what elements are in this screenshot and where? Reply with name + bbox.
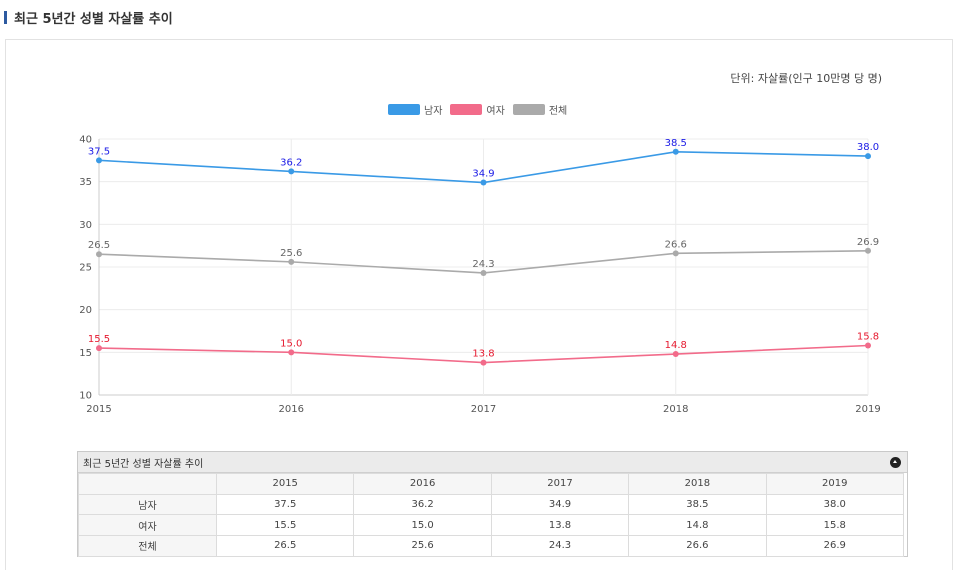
table-row-label: 전체 — [78, 535, 217, 557]
legend-swatch-male — [388, 104, 420, 115]
x-tick-label: 2016 — [279, 404, 304, 415]
table-cell: 26.9 — [765, 535, 905, 557]
y-tick-label: 30 — [79, 220, 92, 231]
y-tick-label: 35 — [79, 177, 92, 188]
data-point — [96, 157, 102, 164]
table-row-label: 남자 — [78, 493, 217, 516]
data-label: 13.8 — [472, 349, 494, 360]
table-row: 남자 37.5 36.2 34.9 38.5 38.0 — [78, 493, 905, 516]
legend-item-male[interactable]: 남자 — [388, 102, 442, 117]
data-table-header[interactable]: 최근 5년간 성별 자살률 추이 — [78, 452, 907, 473]
x-tick-label: 2019 — [855, 404, 880, 415]
data-point — [288, 349, 295, 356]
data-label: 15.5 — [88, 334, 110, 345]
table-cell: 38.0 — [765, 493, 905, 516]
data-point — [480, 359, 487, 366]
data-point — [96, 345, 102, 352]
table-cell: 26.5 — [215, 535, 355, 557]
table-column-header: 2015 — [215, 473, 355, 495]
x-tick-label: 2015 — [86, 404, 111, 415]
table-column-header: 2017 — [490, 473, 630, 495]
data-point — [480, 269, 487, 276]
legend-item-total[interactable]: 전체 — [512, 102, 568, 117]
unit-label: 단위: 자살률(인구 10만명 당 명) — [730, 72, 882, 85]
data-label: 26.6 — [665, 239, 687, 250]
data-point — [672, 148, 679, 155]
table-corner-cell — [78, 473, 217, 495]
table-cell: 36.2 — [353, 493, 492, 516]
data-point — [865, 247, 871, 254]
data-point — [480, 179, 487, 186]
table-cell: 37.5 — [215, 493, 355, 516]
data-table: 2015 2016 2017 2018 2019 남자 37.5 36.2 34… — [78, 473, 905, 557]
table-column-header: 2018 — [628, 473, 767, 495]
data-label: 15.0 — [280, 338, 302, 349]
table-cell: 15.0 — [353, 514, 492, 537]
data-point — [865, 153, 871, 160]
legend-label-total: 전체 — [548, 106, 568, 117]
legend-swatch-female — [450, 104, 483, 115]
data-point — [865, 342, 871, 349]
data-label: 37.5 — [88, 146, 110, 157]
table-cell: 15.8 — [765, 514, 905, 537]
page-title: 최근 5년간 성별 자살률 추이 — [4, 8, 173, 27]
data-label: 25.6 — [280, 248, 302, 259]
table-row: 전체 26.5 25.6 24.3 26.6 26.9 — [78, 535, 905, 557]
table-cell: 26.6 — [628, 535, 767, 557]
legend-label-male: 남자 — [424, 106, 443, 117]
page-title-text: 최근 5년간 성별 자살률 추이 — [14, 12, 173, 27]
data-label: 38.5 — [665, 138, 687, 149]
data-label: 26.5 — [88, 240, 110, 251]
table-cell: 25.6 — [353, 535, 492, 557]
chart-legend: 남자 여자 전체 — [388, 102, 567, 117]
table-column-header: 2016 — [353, 473, 492, 495]
data-point — [672, 351, 679, 358]
legend-swatch-total — [512, 104, 545, 115]
data-table-panel: 최근 5년간 성별 자살률 추이 2015 2016 2017 2018 201… — [77, 451, 908, 557]
x-tick-label: 2018 — [663, 404, 688, 415]
table-cell: 38.5 — [628, 493, 767, 516]
data-label: 38.0 — [857, 142, 879, 153]
legend-label-female: 여자 — [486, 106, 505, 117]
table-column-header: 2019 — [765, 473, 905, 495]
table-cell: 14.8 — [628, 514, 767, 537]
data-point — [288, 168, 295, 175]
data-label: 24.3 — [472, 259, 494, 270]
table-cell: 13.8 — [490, 514, 630, 537]
table-row: 여자 15.5 15.0 13.8 14.8 15.8 — [78, 514, 905, 537]
collapse-icon[interactable] — [890, 456, 901, 468]
y-tick-label: 20 — [79, 305, 92, 316]
y-tick-label: 40 — [79, 135, 92, 146]
line-chart: 10 15 20 25 30 35 40 2015 2016 2017 2018 2019 37.5 36… — [79, 135, 880, 416]
table-cell: 34.9 — [490, 493, 630, 516]
data-point — [672, 250, 679, 257]
data-label: 36.2 — [280, 157, 302, 168]
data-point — [288, 258, 295, 265]
data-label: 26.9 — [857, 237, 879, 248]
y-tick-label: 15 — [79, 348, 92, 359]
table-cell: 15.5 — [215, 514, 355, 537]
y-tick-label: 10 — [79, 391, 92, 402]
table-row-label: 여자 — [78, 514, 217, 537]
data-label: 15.8 — [857, 332, 879, 343]
data-point — [96, 251, 102, 258]
data-table-title: 최근 5년간 성별 자살률 추이 — [83, 458, 204, 470]
title-marker — [4, 11, 7, 24]
legend-item-female[interactable]: 여자 — [450, 102, 505, 117]
table-cell: 24.3 — [490, 535, 630, 557]
data-label: 14.8 — [665, 340, 687, 351]
y-tick-label: 25 — [79, 263, 92, 274]
table-header-row: 2015 2016 2017 2018 2019 — [78, 473, 905, 495]
x-tick-label: 2017 — [471, 404, 496, 415]
data-label: 34.9 — [472, 169, 494, 180]
